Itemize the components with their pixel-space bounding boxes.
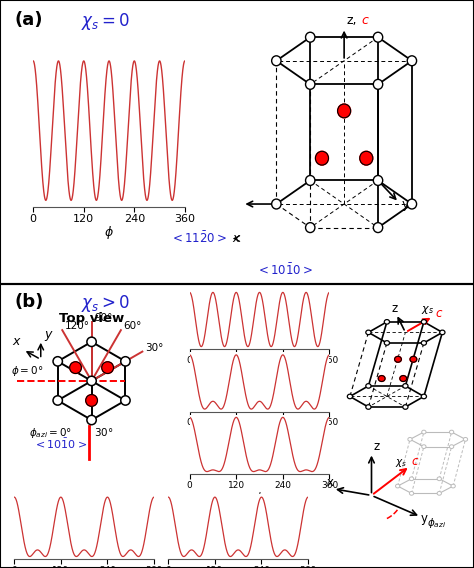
- Text: $y$: $y$: [44, 329, 54, 343]
- Circle shape: [403, 405, 408, 410]
- Text: $\chi_s=0$: $\chi_s=0$: [81, 11, 129, 32]
- Text: $\phi_{azi}$: $\phi_{azi}$: [427, 516, 446, 530]
- Circle shape: [449, 430, 454, 434]
- Text: $\phi=0°$: $\phi=0°$: [11, 364, 44, 378]
- Circle shape: [410, 477, 414, 481]
- Text: z,: z,: [346, 14, 357, 27]
- Circle shape: [440, 330, 445, 335]
- Text: z: z: [392, 302, 398, 315]
- Circle shape: [306, 223, 315, 232]
- X-axis label: $\phi$: $\phi$: [255, 490, 264, 503]
- Circle shape: [306, 176, 315, 185]
- Circle shape: [451, 484, 456, 488]
- Circle shape: [395, 484, 400, 488]
- Circle shape: [306, 32, 315, 42]
- Text: y: y: [401, 198, 409, 211]
- Circle shape: [121, 357, 130, 366]
- Circle shape: [437, 491, 441, 495]
- Circle shape: [449, 445, 454, 449]
- Circle shape: [53, 357, 63, 366]
- Circle shape: [400, 375, 407, 382]
- Circle shape: [437, 477, 441, 481]
- Circle shape: [378, 375, 385, 382]
- Text: $x$: $x$: [232, 232, 242, 245]
- Text: z: z: [373, 440, 379, 453]
- Circle shape: [410, 356, 417, 362]
- Text: 90°: 90°: [94, 314, 112, 323]
- Circle shape: [408, 437, 412, 441]
- Circle shape: [102, 362, 113, 374]
- Text: $\chi_s>0$: $\chi_s>0$: [81, 293, 129, 314]
- Circle shape: [347, 394, 353, 399]
- Text: $\chi_s$: $\chi_s$: [394, 457, 407, 469]
- Circle shape: [316, 151, 328, 165]
- Text: $\phi_{azi}=0°$: $\phi_{azi}=0°$: [29, 425, 72, 440]
- X-axis label: $\phi$: $\phi$: [255, 427, 264, 441]
- Circle shape: [463, 437, 468, 441]
- Circle shape: [384, 341, 390, 345]
- Text: x: x: [327, 476, 334, 489]
- Text: $<10\bar{1}0>$: $<10\bar{1}0>$: [33, 437, 87, 452]
- Circle shape: [360, 151, 373, 165]
- Circle shape: [337, 104, 351, 118]
- Circle shape: [395, 356, 401, 362]
- Text: (a): (a): [14, 11, 43, 30]
- Text: 60°: 60°: [123, 321, 142, 331]
- Circle shape: [421, 341, 427, 345]
- Circle shape: [70, 362, 82, 374]
- Text: $x$: $x$: [12, 335, 22, 348]
- Text: (b): (b): [14, 293, 44, 311]
- Circle shape: [121, 396, 130, 405]
- Circle shape: [410, 491, 414, 495]
- Circle shape: [87, 415, 96, 425]
- Circle shape: [407, 56, 417, 66]
- X-axis label: $\phi$: $\phi$: [255, 365, 264, 378]
- Circle shape: [53, 396, 63, 405]
- Circle shape: [421, 394, 427, 399]
- Text: c: c: [436, 307, 442, 320]
- Circle shape: [366, 405, 371, 410]
- Text: c: c: [361, 14, 368, 27]
- Circle shape: [374, 80, 383, 89]
- Circle shape: [407, 199, 417, 209]
- Circle shape: [374, 223, 383, 232]
- Text: c: c: [411, 455, 418, 467]
- Circle shape: [422, 445, 426, 449]
- Text: 30°: 30°: [145, 343, 163, 353]
- Circle shape: [86, 395, 98, 406]
- Text: $<11\bar{2}0>$: $<11\bar{2}0>$: [170, 231, 228, 247]
- Circle shape: [384, 320, 390, 324]
- Circle shape: [374, 176, 383, 185]
- X-axis label: $\phi$: $\phi$: [104, 224, 114, 241]
- Circle shape: [403, 383, 408, 388]
- Circle shape: [306, 80, 315, 89]
- Circle shape: [272, 56, 281, 66]
- Text: $30°$: $30°$: [93, 425, 113, 437]
- Text: y: y: [421, 512, 428, 525]
- Text: 120°: 120°: [64, 321, 90, 331]
- Circle shape: [87, 337, 96, 346]
- Text: $<10\bar{1}0>$: $<10\bar{1}0>$: [256, 262, 313, 278]
- Circle shape: [272, 199, 281, 209]
- Circle shape: [421, 320, 427, 324]
- Text: Top view: Top view: [59, 312, 124, 325]
- Circle shape: [422, 430, 426, 434]
- Text: $\chi_s$: $\chi_s$: [421, 304, 434, 316]
- Circle shape: [366, 383, 371, 388]
- Circle shape: [374, 32, 383, 42]
- Circle shape: [366, 330, 371, 335]
- Circle shape: [87, 376, 96, 386]
